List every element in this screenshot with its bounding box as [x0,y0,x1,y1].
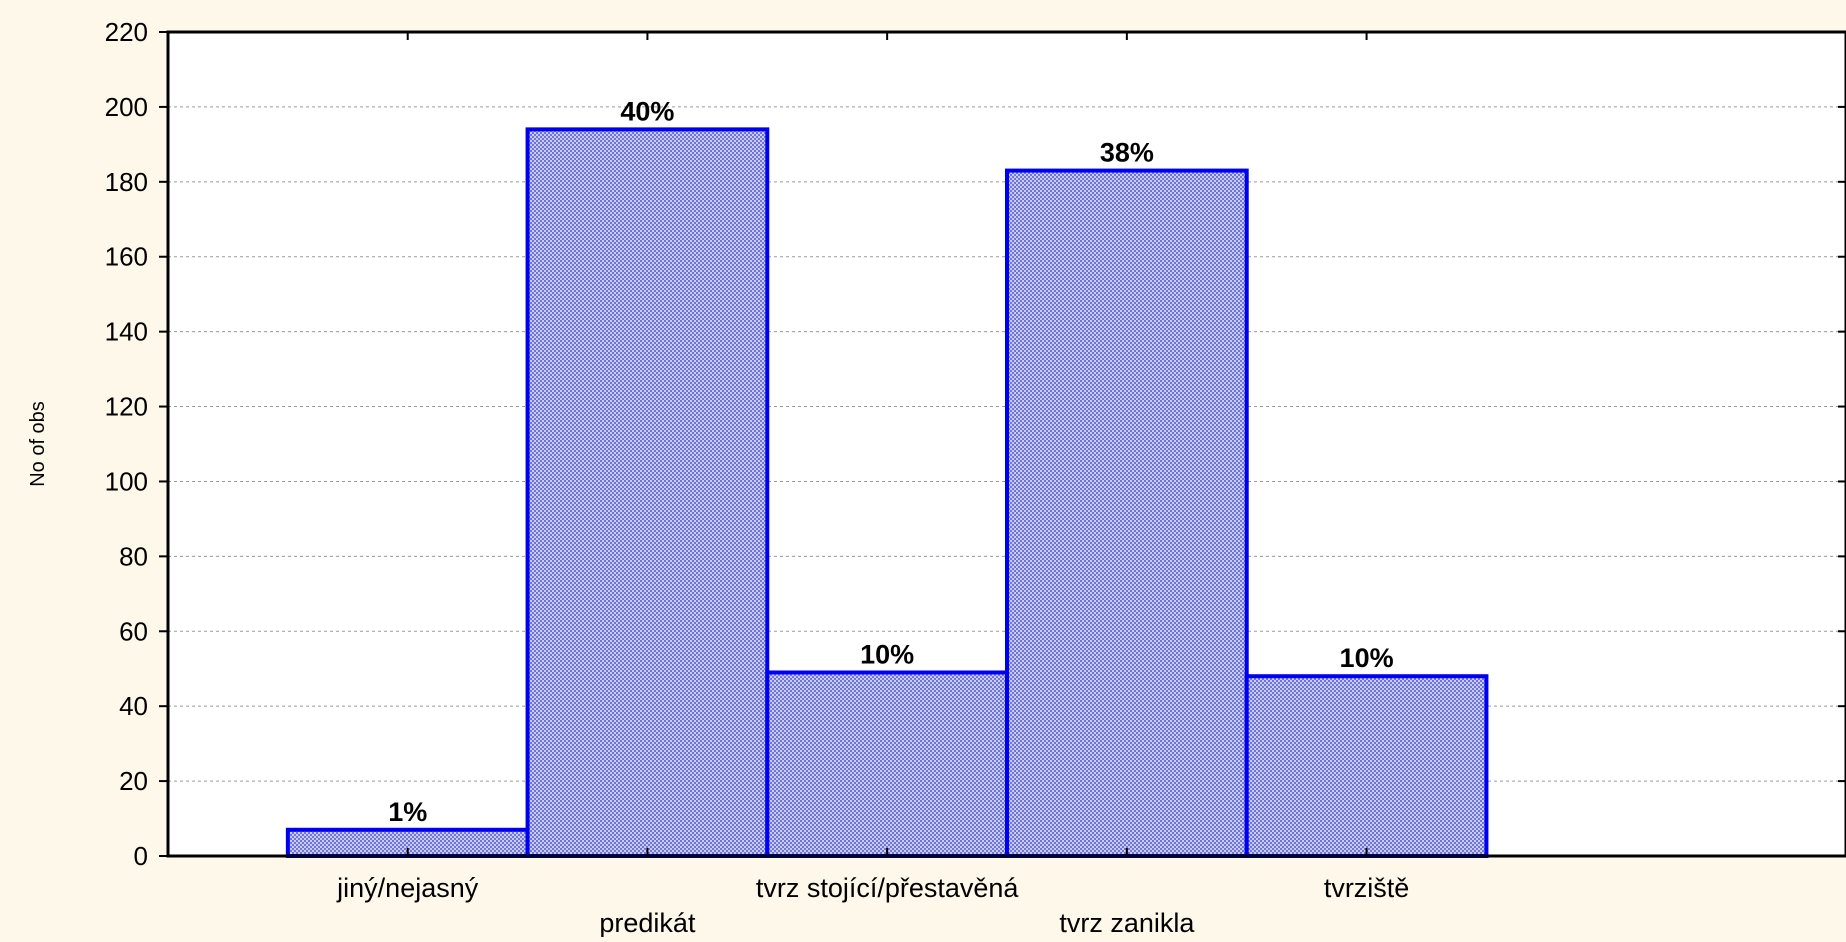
y-tick-label: 100 [105,466,148,496]
data-label: 10% [860,639,914,669]
bar [1005,168,1249,858]
data-label: 40% [620,96,674,126]
y-tick-label: 140 [105,317,148,347]
data-label: 1% [388,797,427,827]
y-tick-label: 60 [119,616,148,646]
x-category-label: tvrz zanikla [1059,908,1195,937]
y-tick-label: 80 [119,541,148,571]
data-label: 38% [1100,138,1154,168]
y-tick-label: 180 [105,167,148,197]
bar [525,127,770,858]
bars [285,127,1489,859]
y-tick-label: 200 [105,92,148,122]
y-tick-label: 20 [119,766,148,796]
plot-frame [166,30,1846,858]
data-labels: 1% 40% 10% 38% 10% [388,96,1393,826]
y-tick-label: 120 [105,392,148,422]
y-axis-title: No of obs [27,401,49,487]
bar [1244,674,1489,859]
x-category-label: tvrziště [1324,873,1410,903]
x-category-label: predikát [599,908,696,937]
y-tick-label: 40 [119,691,148,721]
y-tick-label: 160 [105,242,148,272]
data-label: 10% [1340,643,1394,673]
bar [765,670,1009,858]
gridlines [168,106,1846,782]
y-tick-label: 0 [134,841,148,871]
y-tick-label: 220 [105,17,148,47]
x-category-label: jiný/nejasný [336,873,479,903]
x-category-label: tvrz stojící/přestavěná [756,873,1020,903]
x-axis: jiný/nejasný predikát tvrz stojící/přestav… [336,32,1410,938]
y-axis: 0 20 40 60 80 100 120 140 160 180 200 220 [105,17,1846,871]
